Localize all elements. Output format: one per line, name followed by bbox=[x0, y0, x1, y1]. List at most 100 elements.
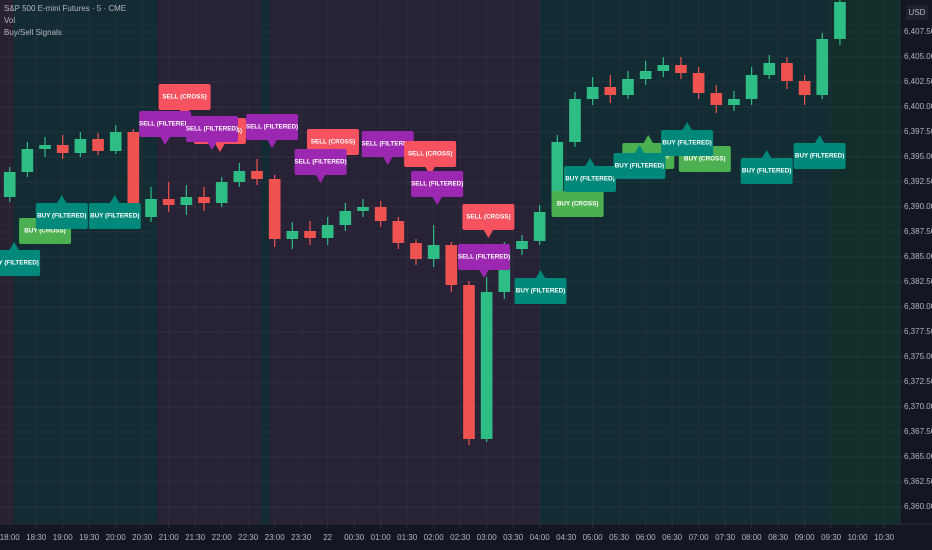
candle-body bbox=[180, 197, 193, 205]
y-tick-label: 6,377.50 bbox=[904, 327, 932, 336]
x-tick-label: 04:00 bbox=[530, 533, 551, 542]
y-tick-label: 6,372.50 bbox=[904, 377, 932, 386]
candle-body bbox=[622, 79, 634, 95]
signal-label: SELL (FILTERED) bbox=[294, 159, 346, 166]
signal-label: SELL (CROSS) bbox=[162, 94, 206, 101]
signal-pointer bbox=[382, 156, 393, 165]
candle-body bbox=[145, 199, 157, 217]
x-tick-label: 03:30 bbox=[503, 533, 524, 542]
candle-body bbox=[728, 99, 740, 105]
signal-label: SELL (FILTERED) bbox=[458, 254, 510, 261]
signal-label: BUY (FILTERED) bbox=[37, 213, 86, 220]
sell-signal: SELL (CROSS) bbox=[404, 141, 457, 175]
candle-body bbox=[692, 73, 705, 93]
signal-pointer bbox=[267, 139, 278, 148]
y-tick-label: 6,402.50 bbox=[904, 77, 932, 86]
candle-body bbox=[445, 245, 458, 285]
x-tick-label: 08:30 bbox=[768, 533, 789, 542]
candle-body bbox=[268, 179, 281, 239]
signal-label: BUY (CROSS) bbox=[684, 156, 726, 163]
candles-layer bbox=[3, 0, 846, 445]
signal-box bbox=[551, 191, 604, 217]
signal-box bbox=[158, 84, 211, 110]
x-tick-label: 02:30 bbox=[450, 533, 471, 542]
candle-body bbox=[710, 93, 723, 105]
x-tick-label: 18:30 bbox=[26, 533, 47, 542]
x-tick-label: 22 bbox=[323, 533, 332, 542]
x-tick-label: 07:30 bbox=[715, 533, 736, 542]
candle-body bbox=[215, 182, 228, 203]
x-tick-label: 23:00 bbox=[265, 533, 286, 542]
x-tick-label: 21:00 bbox=[159, 533, 180, 542]
x-tick-label: 09:00 bbox=[795, 533, 816, 542]
signal-box bbox=[411, 171, 464, 197]
y-tick-label: 6,365.00 bbox=[904, 452, 932, 461]
x-tick-label: 06:00 bbox=[636, 533, 657, 542]
signal-box bbox=[613, 153, 666, 179]
x-tick-label: 04:30 bbox=[556, 533, 577, 542]
signal-label: BUY (FILTERED) bbox=[565, 176, 614, 183]
signal-box bbox=[793, 143, 846, 169]
candle-body bbox=[551, 142, 564, 212]
x-tick-label: 08:00 bbox=[742, 533, 763, 542]
candle-body bbox=[763, 63, 776, 75]
candle-body bbox=[586, 87, 599, 99]
signal-pointer bbox=[432, 196, 443, 205]
price-axis-panel bbox=[900, 0, 932, 550]
candle-body bbox=[392, 221, 405, 243]
sell-signal: SELL (FILTERED) bbox=[362, 131, 414, 165]
signal-pointer bbox=[535, 270, 546, 279]
session-region bbox=[261, 0, 271, 524]
x-tick-label: 05:00 bbox=[583, 533, 604, 542]
signal-pointer bbox=[643, 135, 654, 144]
x-tick-label: 19:00 bbox=[53, 533, 74, 542]
signal-pointer bbox=[814, 135, 825, 144]
candle-body bbox=[745, 75, 758, 99]
candle-body bbox=[357, 207, 369, 211]
signal-label: BUY (CROSS) bbox=[557, 201, 599, 208]
candle-body bbox=[109, 132, 122, 151]
y-tick-label: 6,380.00 bbox=[904, 302, 932, 311]
sell-signal: SELL (FILTERED) bbox=[246, 114, 298, 148]
candle-body bbox=[498, 249, 511, 292]
y-tick-label: 6,405.00 bbox=[904, 52, 932, 61]
signal-label: BUY (FILTERED) bbox=[0, 260, 39, 267]
x-tick-label: 01:00 bbox=[371, 533, 392, 542]
signal-label: SELL (CROSS) bbox=[408, 151, 452, 158]
signal-box bbox=[563, 166, 616, 192]
currency-box[interactable] bbox=[906, 5, 928, 20]
y-tick-label: 6,397.50 bbox=[904, 127, 932, 136]
x-tick-label: 21:30 bbox=[185, 533, 206, 542]
candle-body bbox=[834, 1, 846, 39]
candle-body bbox=[339, 211, 352, 225]
chart-title: S&P 500 E-mini Futures · 5 · CME bbox=[4, 4, 126, 13]
y-tick-label: 6,362.50 bbox=[904, 477, 932, 486]
signal-pointer bbox=[56, 195, 67, 204]
x-tick-label: 22:30 bbox=[238, 533, 259, 542]
signal-pointer bbox=[682, 122, 693, 131]
signal-label: BUY (FILTERED) bbox=[516, 288, 565, 295]
candle-body bbox=[39, 145, 51, 149]
signal-box bbox=[35, 203, 88, 229]
x-tick-label: 07:00 bbox=[689, 533, 710, 542]
buy-signal: BUY (FILTERED) bbox=[740, 150, 793, 184]
x-tick-label: 06:30 bbox=[662, 533, 683, 542]
signal-label: SELL (CROSS) bbox=[311, 139, 355, 146]
signal-box bbox=[404, 141, 457, 167]
session-region bbox=[831, 0, 900, 524]
x-tick-label: 05:30 bbox=[609, 533, 630, 542]
y-tick-label: 6,407.50 bbox=[904, 27, 932, 36]
time-axis-panel bbox=[0, 524, 932, 550]
candle-body bbox=[286, 231, 299, 239]
signal-label: SELL (FILTERED) bbox=[362, 141, 414, 148]
y-tick-label: 6,387.50 bbox=[904, 227, 932, 236]
signal-label: BUY (FILTERED) bbox=[742, 168, 791, 175]
candle-body bbox=[162, 199, 175, 205]
session-region bbox=[157, 0, 262, 524]
x-tick-label: 20:00 bbox=[106, 533, 127, 542]
signal-pointer bbox=[479, 269, 490, 278]
currency-label[interactable]: USD bbox=[909, 8, 926, 17]
signal-box bbox=[246, 114, 299, 140]
